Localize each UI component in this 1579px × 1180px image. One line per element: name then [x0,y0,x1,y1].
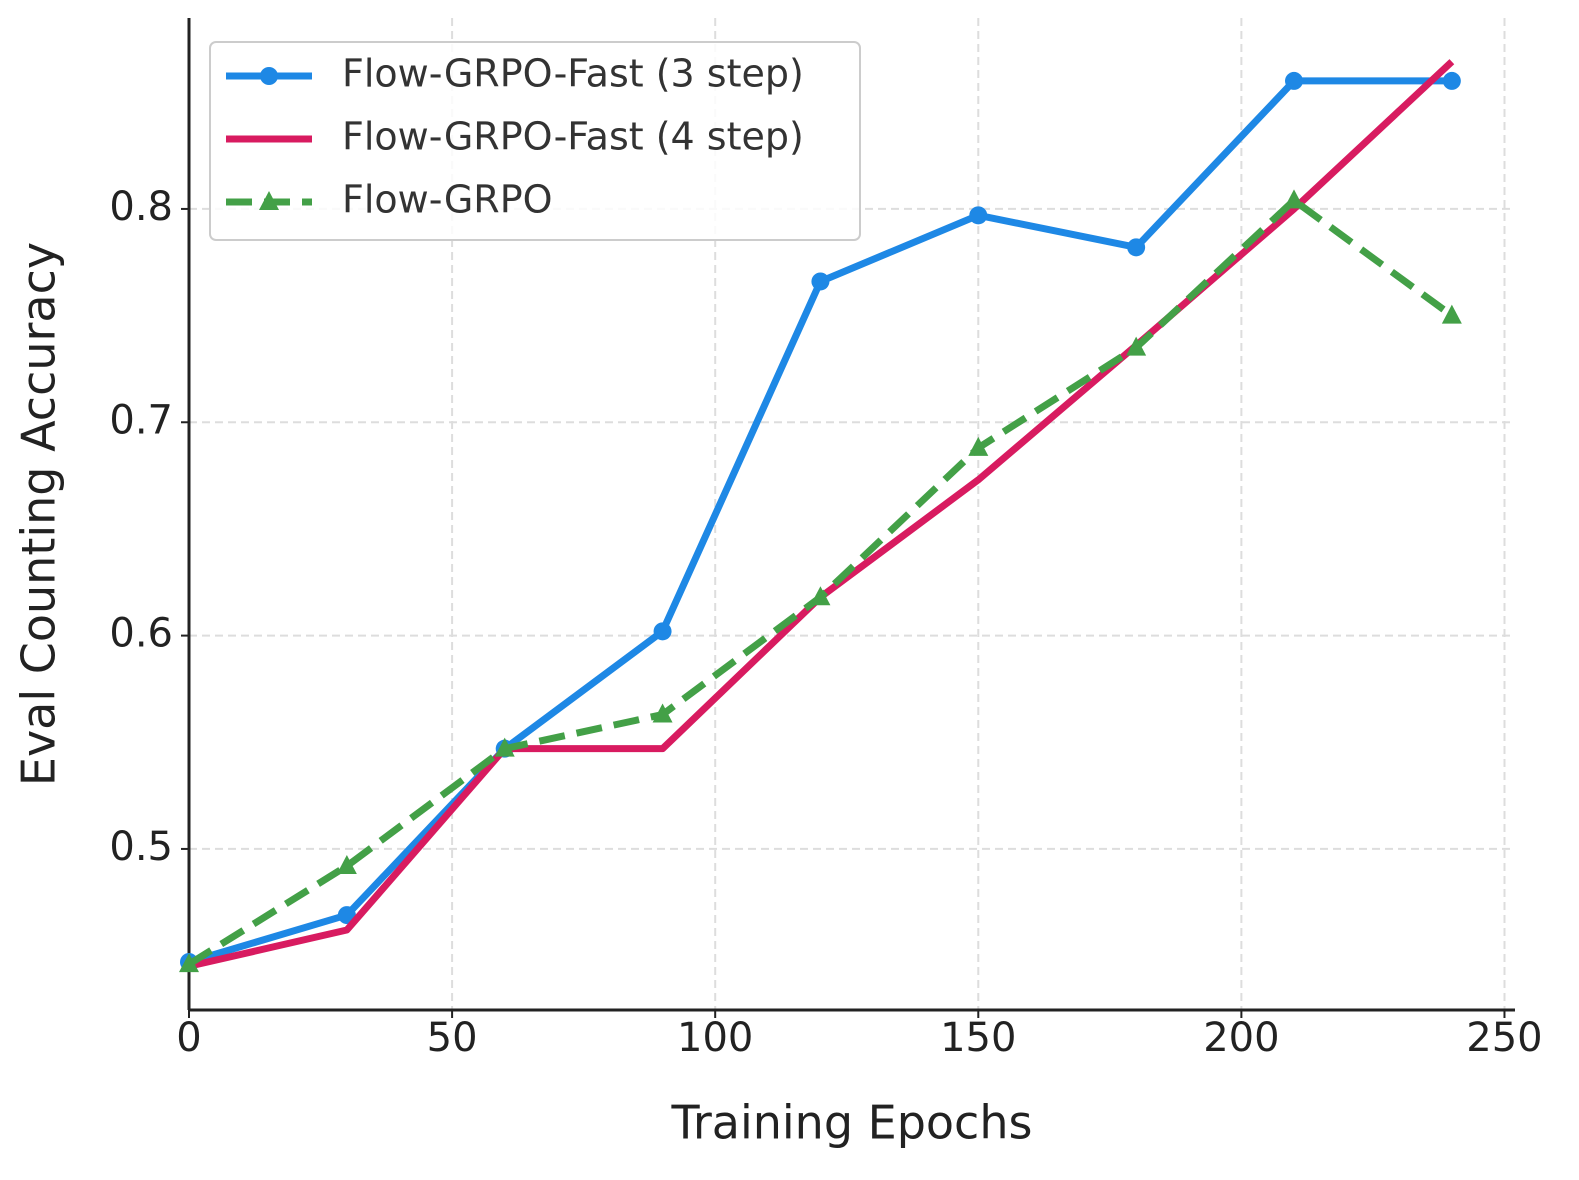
point [336,855,357,874]
legend-box [209,41,861,241]
point [1127,238,1146,257]
x-axis-label: Training Epochs [671,1096,1033,1150]
y-tick-label: 0.5 [109,824,173,870]
point [1441,304,1462,324]
legend-label: Flow-GRPO [342,178,553,222]
legend-label: Flow-GRPO-Fast (3 step) [342,52,804,96]
x-tick-label: 200 [1203,1015,1279,1061]
x-tick-label: 150 [940,1015,1016,1061]
x-tick-label: 250 [1466,1015,1542,1061]
point [810,586,831,606]
y-tick-label: 0.6 [109,611,173,657]
point [179,953,199,973]
point [969,206,988,225]
point [1126,336,1147,356]
point [811,272,830,291]
point [1442,71,1461,90]
point [653,622,672,641]
legend-label: Flow-GRPO-Fast (4 step) [342,115,804,159]
legend-marker [259,191,279,210]
y-tick-label: 0.7 [109,397,173,443]
point [652,703,673,723]
x-tick-label: 0 [176,1015,201,1061]
y-tick-label: 0.8 [109,184,173,230]
point [1285,71,1303,90]
point [494,737,515,757]
legend-marker [260,67,278,85]
point [968,436,989,456]
x-tick-label: 100 [677,1015,753,1061]
point [1284,189,1304,209]
y-axis-label: Eval Counting Accuracy [12,242,66,786]
x-tick-label: 50 [427,1015,478,1061]
